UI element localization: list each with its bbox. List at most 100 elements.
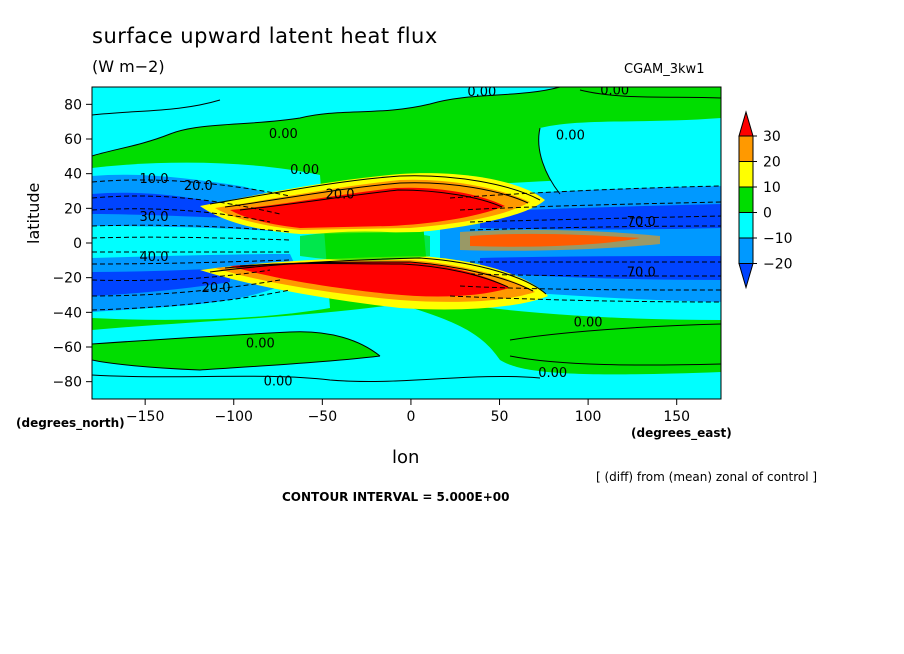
x-axis: −150 −100 −50 0 50 100 150 [126, 399, 690, 425]
y-tick-label: −60 [52, 340, 82, 356]
colorbar-label: 20 [763, 155, 781, 171]
contour-line [239, 263, 509, 288]
contour-label: 0.00 [574, 316, 603, 331]
contour-label: 20.0 [184, 179, 213, 194]
orange-region-equator-east [460, 229, 660, 251]
colorbar-top-arrow [738, 110, 754, 137]
cyan-region-northeast [538, 118, 721, 194]
contour-line [92, 99, 221, 116]
dark-blue-core-east-south [480, 256, 721, 280]
y-tick-label: 0 [73, 236, 82, 252]
contour-line [92, 179, 291, 197]
x-tick-label: 0 [406, 409, 415, 425]
colorbar-label: 0 [763, 206, 772, 222]
chart-units: (W m−2) [92, 57, 165, 76]
contour-line [224, 182, 529, 208]
red-region-south [230, 262, 510, 297]
y-tick-label: −80 [52, 375, 82, 391]
contour-label: 0.00 [467, 85, 496, 100]
y-tick-label: 60 [64, 132, 82, 148]
contour-line [92, 374, 541, 383]
y-axis: 80 60 40 20 0 −20 −40 −60 −80 [52, 97, 92, 391]
x-tick-label: −150 [126, 409, 164, 425]
y-tick-label: 80 [64, 97, 82, 113]
contour-label: 0.00 [556, 129, 585, 144]
x-units-label: (degrees_east) [631, 426, 732, 440]
x-tick-label: −50 [308, 409, 338, 425]
contour-label: 30.0 [140, 210, 169, 225]
contour-line [209, 257, 547, 295]
y-tick-label: −40 [52, 305, 82, 321]
contour-line [239, 189, 503, 211]
difference-note: [ (diff) from (mean) zonal of control ] [596, 470, 818, 484]
contour-line [579, 89, 721, 99]
contour-label: 70.0 [627, 265, 656, 280]
x-tick-label: −100 [215, 409, 253, 425]
dark-blue-core-east-north [480, 204, 721, 230]
plot-area: 0.00 0.00 0.00 0.00 0.00 10.0 20.0 20.0 30.0 70.0… [92, 83, 721, 399]
cyan-region-south [92, 304, 721, 399]
contour-label: 0.00 [246, 337, 275, 352]
contour-line [92, 195, 281, 215]
contour-line [92, 355, 381, 371]
colorbar-label: −20 [763, 257, 793, 273]
contour-line [92, 208, 271, 223]
run-label: CGAM_3kw1 [624, 62, 705, 77]
colorbar-bottom-arrow [738, 263, 754, 290]
x-tick-label: 100 [575, 409, 602, 425]
contour-label: 20.0 [326, 187, 355, 202]
x-axis-label: lon [392, 447, 420, 468]
colorbar-segment [738, 161, 754, 188]
contour-line [509, 355, 721, 366]
contour-line [209, 175, 541, 205]
contour-label: 10.0 [140, 172, 169, 187]
colorbar-label: −10 [763, 231, 793, 247]
contour-label: 20.0 [202, 281, 231, 296]
contour-label: 0.00 [600, 83, 629, 98]
contour-line [92, 259, 291, 265]
contour-labels: 0.00 0.00 0.00 0.00 0.00 10.0 20.0 20.0 30.0 70.0… [140, 83, 656, 390]
red-region-north [230, 187, 505, 228]
contour-label: 40.0 [140, 250, 169, 265]
y-tick-label: −20 [52, 271, 82, 287]
colorbar-segment [738, 186, 754, 213]
contour-line [92, 269, 271, 281]
contour-line [459, 285, 721, 291]
colorbar-segment [738, 135, 754, 162]
contour-line [92, 289, 291, 311]
y-tick-label: 40 [64, 167, 82, 183]
contour-label: 0.00 [538, 366, 567, 381]
contour-line [459, 201, 721, 211]
green-region-equator [300, 231, 430, 261]
contour-line [92, 279, 281, 297]
y-tick-label: 20 [64, 201, 82, 217]
contour-line [92, 224, 291, 233]
contour-line [92, 331, 381, 357]
contour-line [92, 87, 561, 157]
contour-label: 70.0 [627, 215, 656, 230]
green-region-southeast [510, 324, 721, 366]
contour-line [449, 185, 721, 199]
x-tick-label: 150 [663, 409, 690, 425]
colorbar: 30 20 10 0 −10 −20 [738, 110, 793, 290]
green-region-south [92, 331, 380, 370]
chart-title: surface upward latent heat flux [92, 24, 438, 48]
cyan-region-north [92, 87, 560, 156]
contour-line [509, 323, 721, 341]
contour-line [449, 295, 721, 303]
colorbar-segment [738, 212, 754, 239]
contour-line [538, 127, 561, 195]
contour-line [469, 225, 721, 231]
y-units-label: (degrees_north) [16, 416, 125, 430]
contour-label: 0.00 [290, 163, 319, 178]
x-tick-label: 50 [491, 409, 509, 425]
dark-blue-core-west [92, 192, 230, 296]
contour-interval-label: CONTOUR INTERVAL = 5.000E+00 [282, 490, 510, 504]
contour-label: 0.00 [269, 127, 298, 142]
contour-line [469, 273, 721, 277]
contour-line [469, 215, 721, 223]
contour-lines [92, 87, 721, 383]
colorbar-segment [738, 237, 754, 264]
contour-line [92, 236, 291, 241]
